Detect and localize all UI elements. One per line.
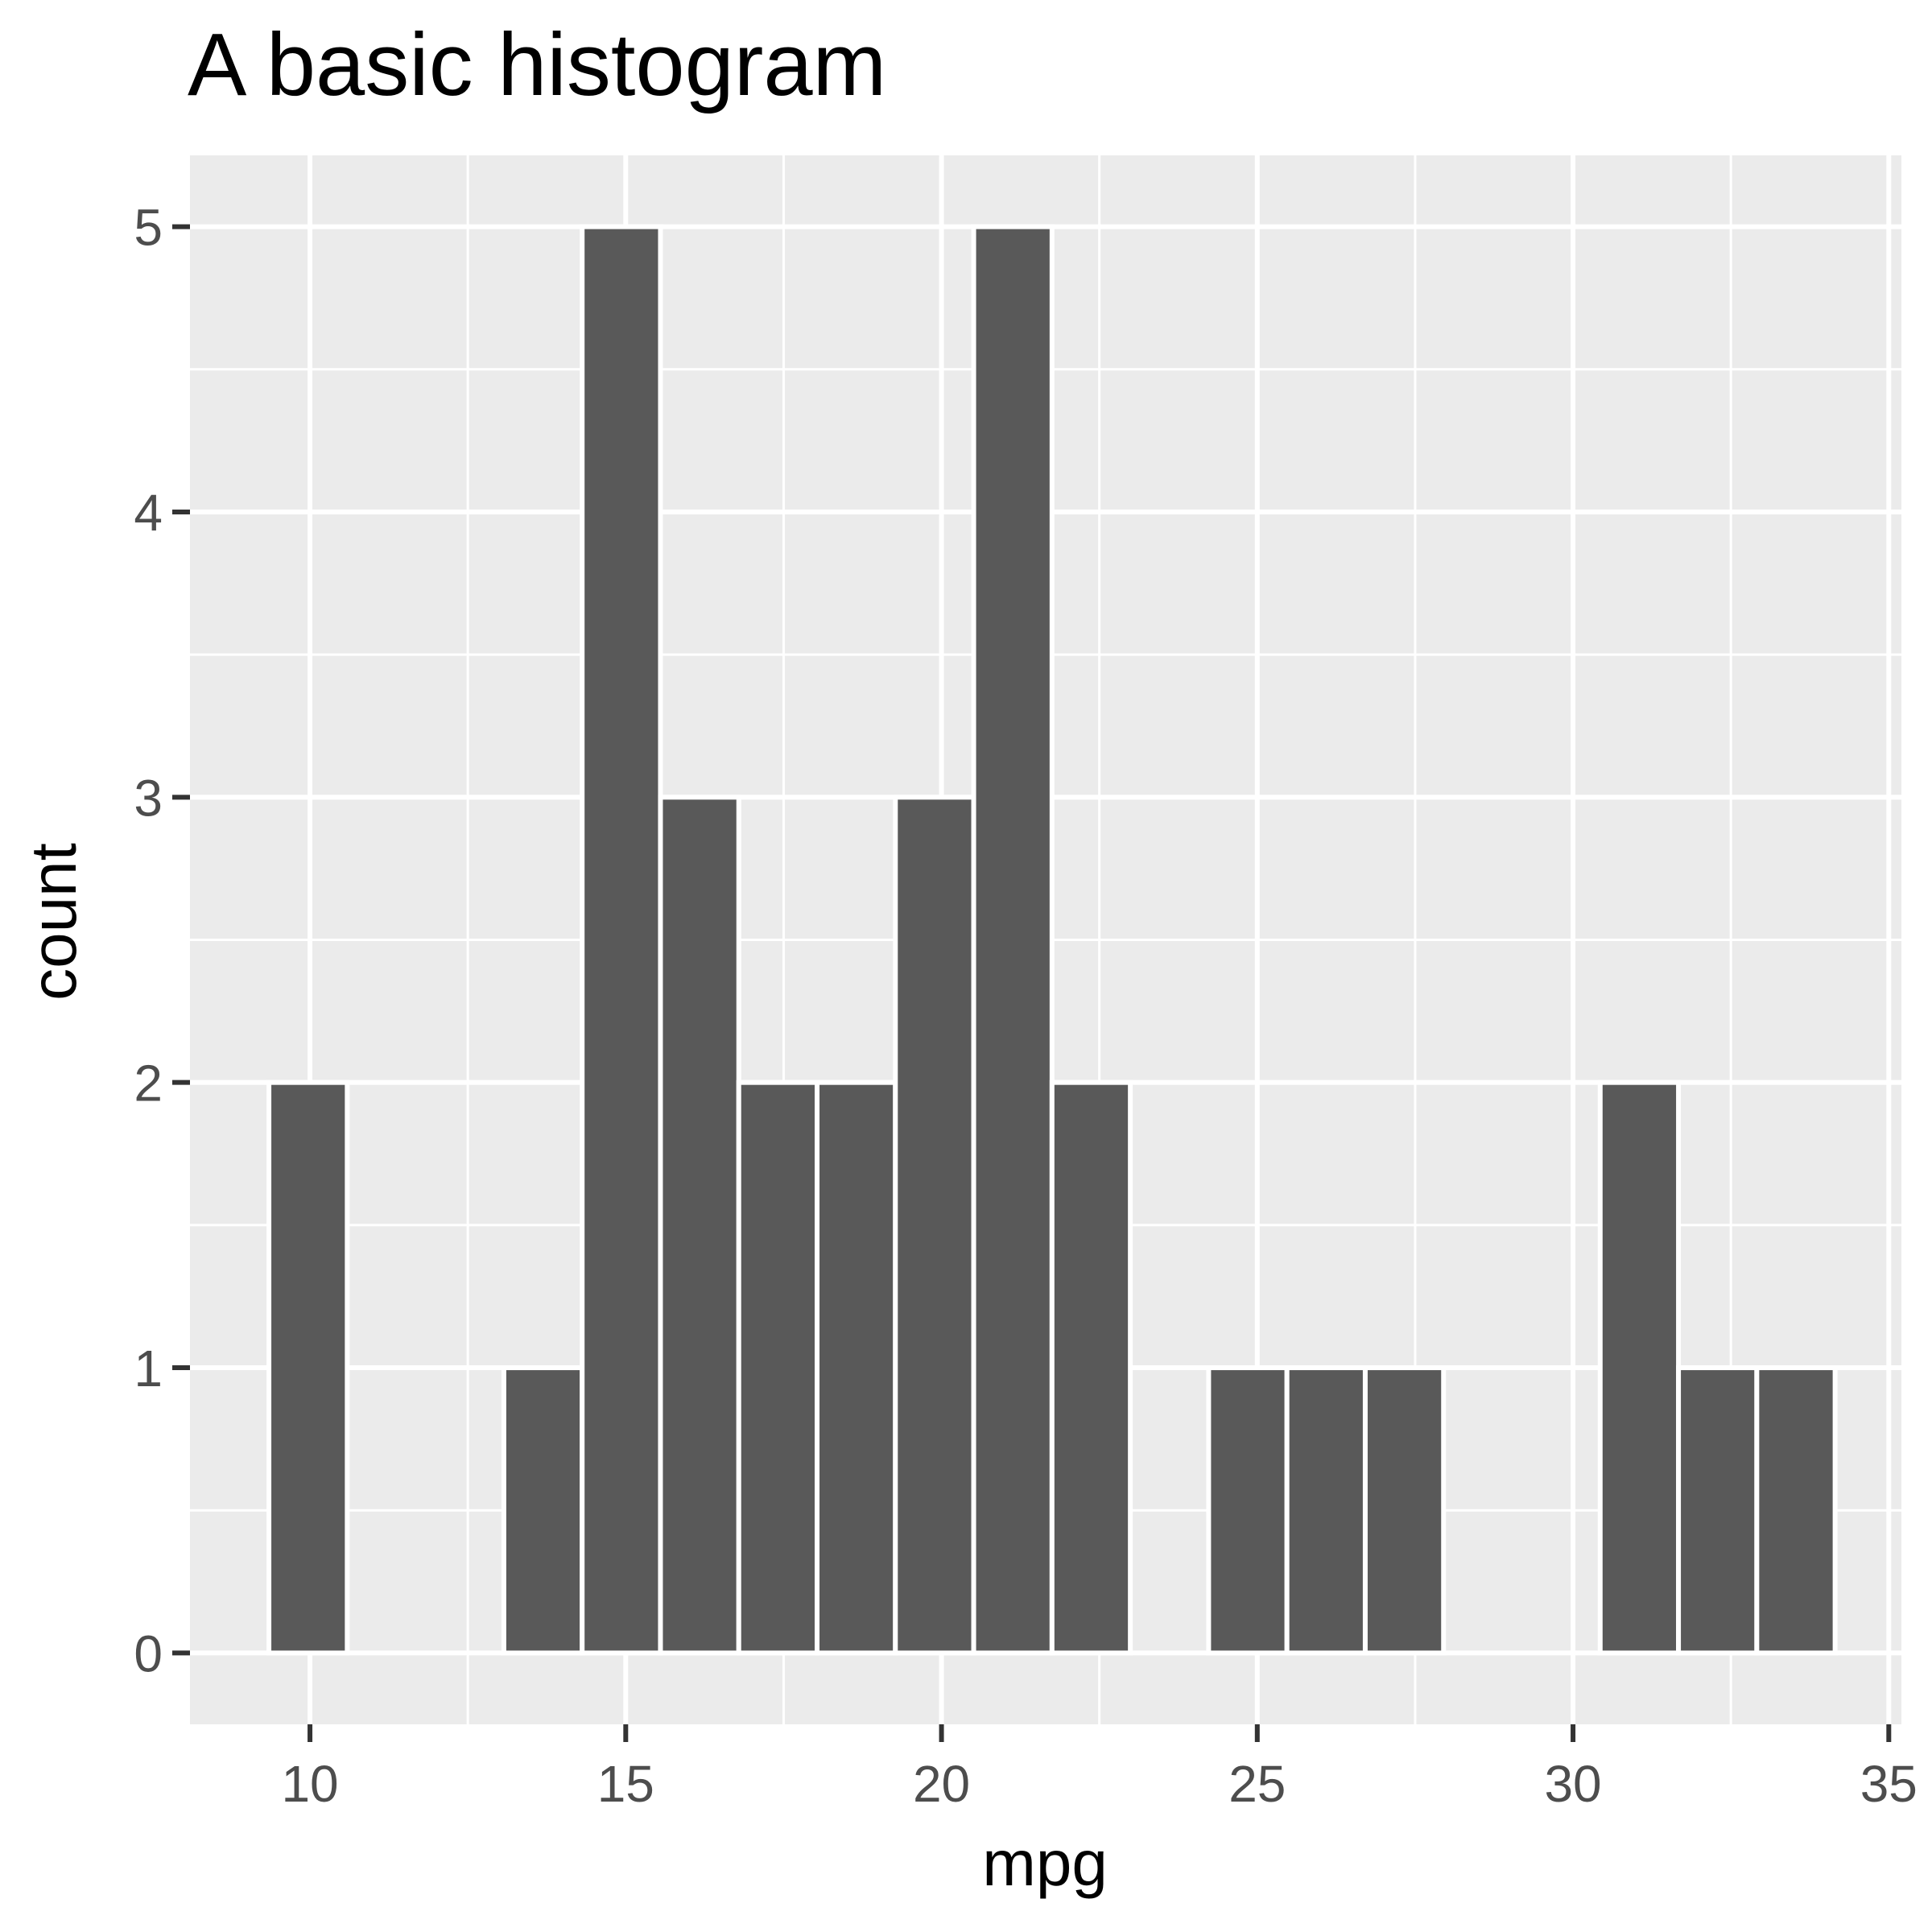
x-tick-label: 25 <box>1228 1755 1286 1813</box>
y-tick-label: 3 <box>134 769 163 827</box>
histogram-bar <box>1362 1365 1447 1656</box>
x-tick-label: 35 <box>1860 1755 1918 1813</box>
histogram-bar <box>266 1080 350 1656</box>
x-axis: 10 15 20 25 30 35 <box>281 1724 1918 1813</box>
y-axis-title: count <box>18 843 89 1001</box>
histogram-bar <box>658 795 741 1656</box>
histogram-bar <box>1597 1080 1682 1656</box>
histogram-bar <box>1754 1365 1838 1656</box>
histogram-bars <box>266 224 1838 1656</box>
histogram-bar <box>736 1080 820 1656</box>
histogram-bar <box>1049 1080 1133 1656</box>
y-tick-label: 2 <box>134 1055 163 1113</box>
histogram-bar <box>501 1365 585 1656</box>
histogram-bar <box>815 1080 898 1656</box>
x-tick-label: 15 <box>597 1755 654 1813</box>
y-tick-label: 0 <box>134 1624 163 1682</box>
y-tick-label: 5 <box>134 199 163 257</box>
histogram-bar <box>580 224 663 1656</box>
histogram-bar <box>893 795 976 1656</box>
histogram-bar <box>1676 1365 1760 1656</box>
chart-title: A basic histogram <box>188 15 886 114</box>
histogram-bar <box>1284 1365 1368 1656</box>
x-tick-label: 30 <box>1544 1755 1601 1813</box>
x-tick-label: 10 <box>281 1755 338 1813</box>
y-tick-label: 4 <box>134 484 163 542</box>
x-axis-title: mpg <box>982 1827 1108 1899</box>
y-tick-label: 1 <box>134 1340 163 1397</box>
histogram-bar <box>1206 1365 1290 1656</box>
x-tick-label: 20 <box>913 1755 970 1813</box>
histogram-bar <box>971 224 1055 1656</box>
y-axis: 0 1 2 3 4 5 <box>134 199 190 1682</box>
